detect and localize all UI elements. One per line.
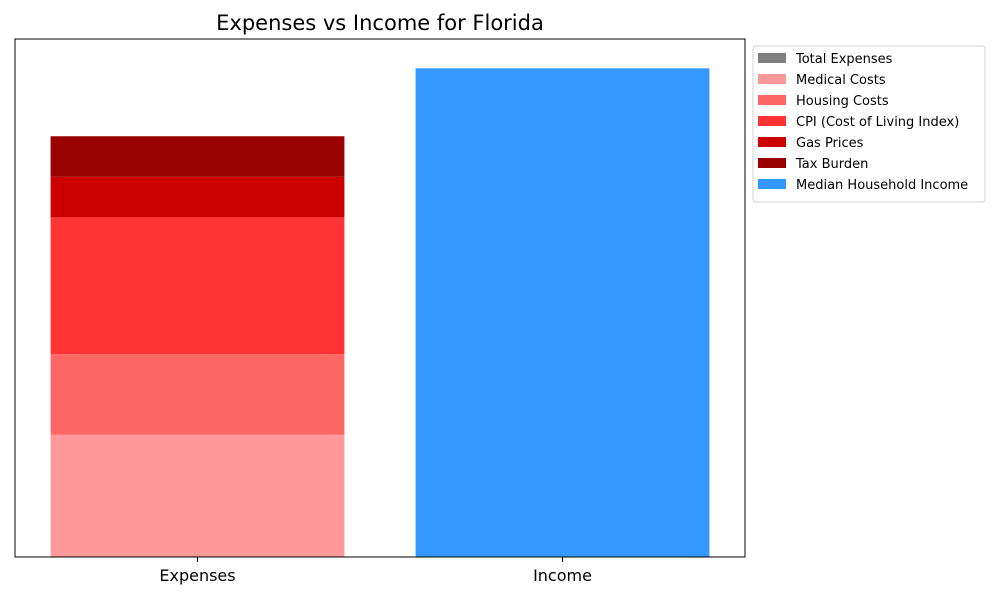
legend-swatch-tax-burden xyxy=(758,158,786,168)
bar-segment-cpi-cost-of-living-index xyxy=(50,217,345,355)
x-tick-label-income: Income xyxy=(533,566,592,585)
plot-frame xyxy=(14,38,746,558)
bars-layer xyxy=(50,68,710,557)
legend-swatch-median-household-income xyxy=(758,179,786,189)
legend-label-tax-burden: Tax Burden xyxy=(795,157,868,172)
legend-label-gas-prices: Gas Prices xyxy=(796,136,864,151)
bar-median-household-income xyxy=(415,68,710,557)
chart-title: Expenses vs Income for Florida xyxy=(216,11,544,35)
legend-label-total-expenses: Total Expenses xyxy=(795,52,893,67)
legend-label-medical-costs: Medical Costs xyxy=(796,73,886,88)
legend-label-housing-costs: Housing Costs xyxy=(796,94,889,109)
x-axis-ticks: Expenses Income xyxy=(159,557,592,585)
legend-label-cpi-cost-of-living-index: CPI (Cost of Living Index) xyxy=(796,115,959,130)
legend: Total Expenses Medical Costs Housing Costs… xyxy=(752,45,986,203)
x-tick-label-expenses: Expenses xyxy=(159,566,235,585)
legend-swatch-cpi-cost-of-living-index xyxy=(758,116,786,126)
bar-segment-gas-prices xyxy=(50,176,345,218)
legend-swatch-gas-prices xyxy=(758,137,786,147)
legend-swatch-total-expenses xyxy=(758,53,786,63)
bar-segment-tax-burden xyxy=(50,136,345,177)
legend-swatch-medical-costs xyxy=(758,74,786,84)
legend-box xyxy=(752,45,986,203)
bar-segment-housing-costs xyxy=(50,354,345,435)
bar-segment-medical-costs xyxy=(50,434,345,557)
legend-label-median-household-income: Median Household Income xyxy=(796,178,968,193)
legend-swatch-housing-costs xyxy=(758,95,786,105)
